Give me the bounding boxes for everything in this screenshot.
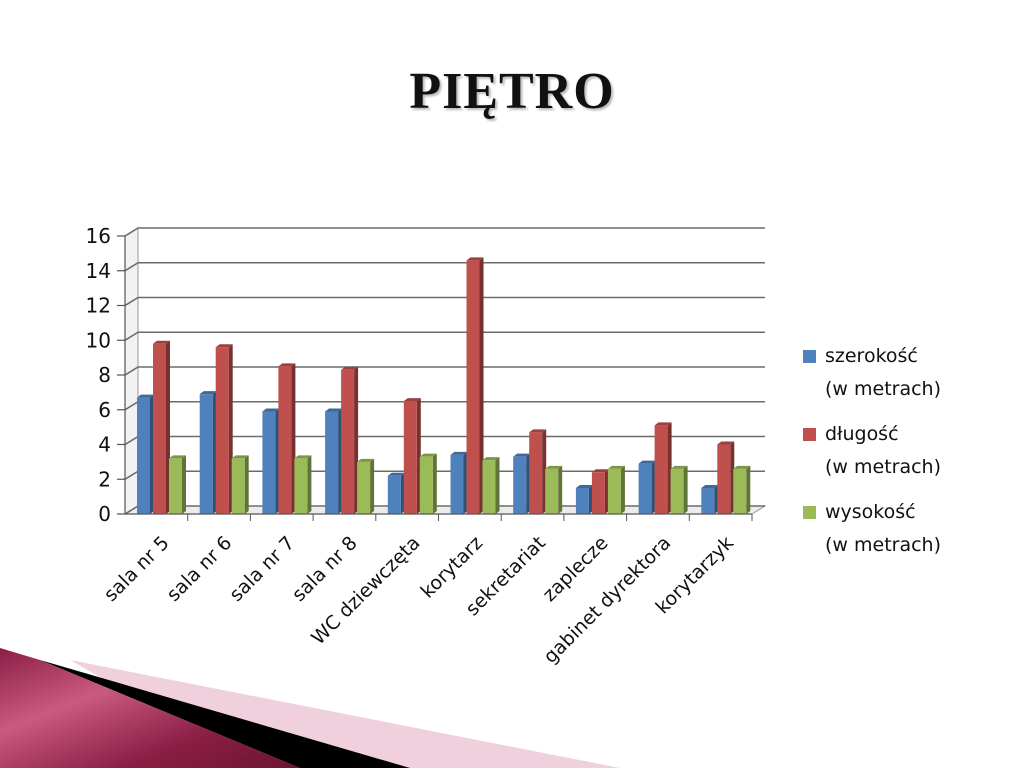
- gridline: [124, 296, 765, 307]
- bar-dlugosc: [153, 340, 170, 514]
- y-tick-label: 16: [86, 224, 111, 248]
- bar-wysokosc: [607, 465, 625, 514]
- legend-item: szerokość (w metrach): [803, 345, 941, 400]
- y-tick-label: 8: [98, 363, 111, 387]
- bar-dlugosc: [403, 398, 421, 514]
- bar-szerokosc: [701, 484, 719, 514]
- legend-series-unit: (w metrach): [825, 534, 941, 556]
- bar-dlugosc: [654, 422, 672, 514]
- bar-wysokosc: [169, 455, 186, 514]
- bar-szerokosc: [199, 391, 217, 514]
- legend-series-unit: (w metrach): [825, 378, 941, 400]
- y-tick-label: 12: [86, 294, 111, 318]
- legend-swatch: [803, 428, 816, 441]
- y-tick-label: 0: [98, 502, 111, 526]
- gridline: [124, 227, 765, 237]
- slide-title: PIĘTRO: [409, 63, 615, 120]
- y-tick-label: 4: [98, 433, 111, 457]
- x-category-label: sala nr 5: [100, 532, 174, 606]
- legend-series-name: długość: [825, 423, 899, 445]
- bar-wysokosc: [670, 465, 688, 514]
- bar-wysokosc: [357, 458, 375, 514]
- legend: szerokość(w metrach)długość(w metrach)wy…: [803, 345, 941, 556]
- legend-series-unit: (w metrach): [825, 456, 941, 478]
- bar-szerokosc: [137, 394, 154, 514]
- legend-series-name: szerokość: [825, 345, 918, 367]
- legend-item: wysokość (w metrach): [803, 501, 941, 556]
- bar-szerokosc: [387, 472, 405, 514]
- gridline: [124, 261, 765, 272]
- legend-item: długość (w metrach): [803, 423, 941, 478]
- x-category-label: sala nr 7: [225, 532, 299, 606]
- legend-swatch: [803, 350, 816, 363]
- bar-szerokosc: [262, 408, 280, 514]
- bar-dlugosc: [591, 469, 609, 514]
- bar-wysokosc: [545, 465, 563, 514]
- gridline: [124, 331, 765, 341]
- bar-wysokosc: [733, 465, 751, 514]
- bar-szerokosc: [638, 460, 656, 514]
- y-tick-label: 10: [86, 328, 111, 352]
- bar-dlugosc: [215, 344, 233, 514]
- bar-wysokosc: [231, 455, 249, 514]
- gridline: [124, 366, 765, 376]
- legend-series-name: wysokość: [825, 501, 916, 523]
- y-tick-label: 6: [98, 398, 111, 422]
- bar-szerokosc: [575, 484, 593, 514]
- bar-dlugosc: [341, 366, 359, 514]
- bar-dlugosc: [717, 441, 735, 514]
- y-tick-label: 14: [86, 259, 111, 283]
- bar-dlugosc: [466, 257, 484, 514]
- bar-wysokosc: [482, 457, 500, 514]
- bar-dlugosc: [278, 363, 296, 514]
- bars: [137, 257, 751, 514]
- x-category-label: WC dziewczęta: [307, 532, 424, 649]
- bar-szerokosc: [325, 408, 343, 514]
- bar-wysokosc: [294, 455, 312, 514]
- bar-dlugosc: [529, 429, 547, 514]
- bar-szerokosc: [450, 451, 468, 514]
- x-category-label: sala nr 6: [162, 532, 236, 606]
- legend-swatch: [803, 506, 816, 519]
- bar-wysokosc: [419, 453, 437, 514]
- y-tick-label: 2: [98, 467, 111, 491]
- bar-szerokosc: [513, 453, 531, 514]
